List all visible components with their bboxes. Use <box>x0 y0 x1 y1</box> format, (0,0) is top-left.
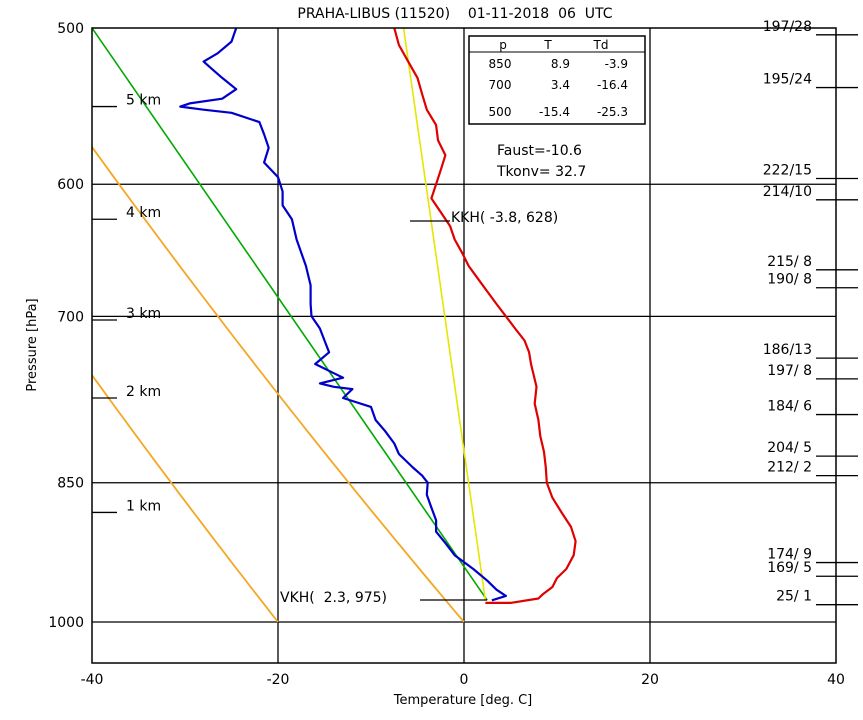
table-cell: 8.9 <box>551 57 570 71</box>
y-tick-label: 500 <box>57 21 84 37</box>
wind-label: 195/24 <box>763 72 812 88</box>
dry-adiabat-line <box>92 373 279 623</box>
wind-label: 222/15 <box>763 163 812 179</box>
plot-border <box>91 27 837 664</box>
wind-label: 214/10 <box>763 184 812 200</box>
wind-label: 186/13 <box>763 342 812 358</box>
wind-label: 174/ 9 <box>767 547 812 563</box>
data-table: p T Td 850 8.9 -3.9 700 3.4 -16.4 500 -1… <box>468 35 646 125</box>
y-tick-label: 1000 <box>48 615 84 631</box>
wind-label: 212/ 2 <box>767 460 812 476</box>
wind-label: 184/ 6 <box>767 399 812 415</box>
table-header-p: p <box>499 38 507 52</box>
tkonv-index: Tkonv= 32.7 <box>496 164 586 180</box>
kkh-label: KKH( -3.8, 628) <box>451 210 558 226</box>
wind-labels: 197/28 195/24 222/15 214/10 215/ 8 190/ 8 186/… <box>763 19 858 606</box>
y-axis-label: Pressure [hPa] <box>25 298 40 391</box>
yellow-reference-line <box>402 28 487 601</box>
table-cell: -15.4 <box>539 105 570 119</box>
x-tick-label: -40 <box>81 672 104 688</box>
y-tick-label: 850 <box>57 476 84 492</box>
y-tick-labels: 500 600 700 850 1000 <box>48 21 84 631</box>
height-label: 2 km <box>126 384 161 400</box>
data-table-frame <box>468 35 646 125</box>
y-tick-label: 700 <box>57 309 84 325</box>
wind-label: 197/ 8 <box>767 363 812 379</box>
wind-label: 190/ 8 <box>767 272 812 288</box>
y-tick-label: 600 <box>57 177 84 193</box>
table-header-t: T <box>543 38 552 52</box>
table-cell: 850 <box>489 57 512 71</box>
mixing-ratio-line <box>92 28 488 601</box>
vkh-label: VKH( 2.3, 975) <box>280 590 387 606</box>
table-cell: -16.4 <box>597 78 628 92</box>
temperature-profile-line <box>393 28 577 605</box>
kkh-annotation: KKH( -3.8, 628) <box>410 210 558 226</box>
x-axis-label: Temperature [deg. C] <box>393 693 532 708</box>
table-cell: 700 <box>489 78 512 92</box>
height-markers: 5 km 4 km 3 km 2 km 1 km <box>92 93 161 514</box>
table-header-td: Td <box>593 38 609 52</box>
height-label: 1 km <box>126 498 161 514</box>
table-cell: 3.4 <box>551 78 570 92</box>
wind-label: 25/ 1 <box>776 589 812 605</box>
height-label: 3 km <box>126 306 161 322</box>
height-label: 4 km <box>126 205 161 221</box>
x-tick-label: 20 <box>641 672 659 688</box>
wind-label: 204/ 5 <box>767 440 812 456</box>
plot-frame <box>91 27 837 664</box>
x-tick-label: 0 <box>460 672 469 688</box>
wind-label: 215/ 8 <box>767 254 812 270</box>
auxiliary-lines <box>92 28 488 623</box>
chart-title: PRAHA-LIBUS (11520) 01-11-2018 06 UTC <box>297 6 612 22</box>
dry-adiabat-line <box>92 145 465 623</box>
faust-index: Faust=-10.6 <box>497 143 582 159</box>
series-layer <box>179 28 577 605</box>
dewpoint-profile-line <box>179 28 507 602</box>
height-label: 5 km <box>126 93 161 109</box>
x-tick-label: 40 <box>827 672 845 688</box>
wind-label: 197/28 <box>763 19 812 35</box>
table-cell: -3.9 <box>605 57 628 71</box>
wind-label: 169/ 5 <box>767 560 812 576</box>
vkh-annotation: VKH( 2.3, 975) <box>280 590 487 606</box>
table-cell: 500 <box>489 105 512 119</box>
table-cell: -25.3 <box>597 105 628 119</box>
x-tick-labels: -40 -20 0 20 40 <box>81 672 845 688</box>
x-tick-label: -20 <box>267 672 290 688</box>
